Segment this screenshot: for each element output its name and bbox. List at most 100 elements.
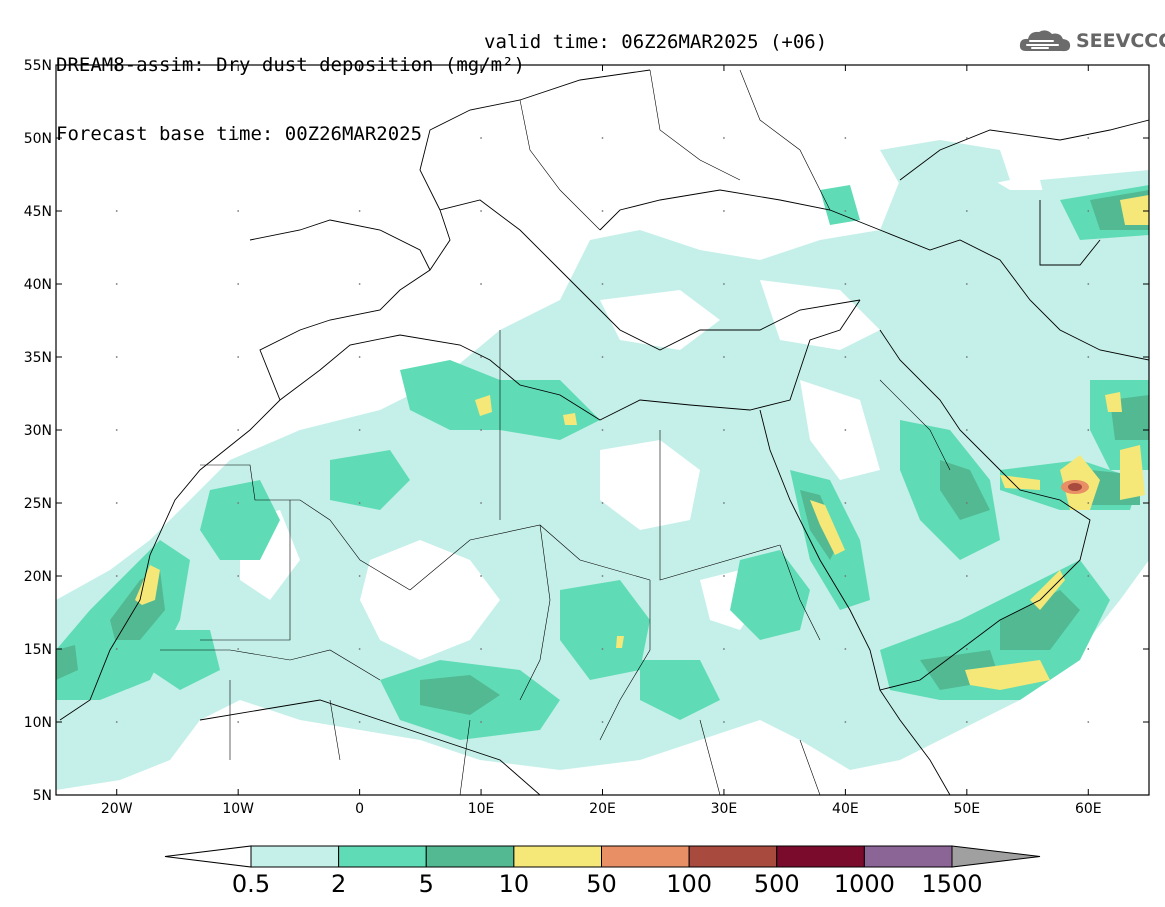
colorbar-label: 0.5 (231, 870, 271, 898)
grid-dot (965, 356, 968, 358)
grid-dot (601, 210, 604, 212)
grid-dot (237, 210, 240, 212)
grid-dot (115, 575, 118, 577)
grid-dot (115, 283, 118, 285)
grid-dot (358, 502, 361, 504)
colorbar-label: 1500 (921, 870, 983, 898)
lon-tick-label: 10W (222, 801, 254, 817)
lat-tick-label: 40N (24, 277, 52, 293)
grid-dot (844, 283, 847, 285)
grid-dot (723, 575, 725, 577)
grid-dot (965, 283, 968, 285)
grid-dot (1087, 137, 1090, 139)
lat-tick-label: 55N (24, 58, 52, 74)
grid-dot (358, 648, 361, 650)
grid-dot (965, 721, 968, 723)
grid-dot (237, 575, 240, 577)
grid-dot (237, 429, 240, 431)
colorbar-label: 50 (586, 870, 617, 898)
grid-dot (358, 429, 361, 431)
grid-dot (844, 210, 847, 212)
grid-dot (1087, 210, 1090, 212)
grid-dot (480, 210, 482, 212)
colorbar-segment (776, 845, 865, 868)
grid-dot (480, 502, 482, 504)
colorbar (164, 845, 1041, 868)
grid-dot (723, 721, 725, 723)
field-level-10 (135, 195, 1149, 690)
grid-dot (723, 502, 725, 504)
colorbar-label: 2 (330, 870, 347, 898)
grid-dot (601, 721, 604, 723)
grid-dot (723, 137, 725, 139)
grid-dot (601, 575, 604, 577)
valid-time: valid time: 06Z26MAR2025 (+06) (484, 31, 828, 53)
colorbar-segment (250, 845, 340, 868)
field-gaps (240, 280, 880, 660)
field-level-50 (1061, 480, 1089, 494)
lat-tick-label: 10N (24, 715, 52, 731)
lon-tick-label: 0 (355, 801, 364, 817)
colorbar-segment (338, 845, 427, 868)
colorbar-segment (688, 845, 778, 868)
grid-dot (723, 356, 725, 358)
grid-dot (115, 648, 118, 650)
colorbar-label: 5 (418, 870, 434, 898)
grid-dot (237, 502, 240, 504)
seevccc-logo: SEEVCCC (1018, 26, 1165, 56)
grid-dot (358, 575, 361, 577)
grid-dot (844, 575, 847, 577)
grid-dot (1087, 356, 1090, 358)
lon-tick-label: 40E (832, 801, 859, 817)
colorbar-segment (863, 845, 953, 868)
colorbar-label: 500 (753, 870, 800, 898)
dust-fields (56, 140, 1149, 790)
colorbar-label: 100 (666, 870, 713, 898)
colorbar-under-triangle (164, 845, 252, 868)
lat-tick-label: 50N (24, 131, 52, 147)
grid-dot (1087, 502, 1090, 504)
grid-dot (480, 429, 482, 431)
grid-dot (965, 210, 968, 212)
grid-dot (965, 429, 968, 431)
grid-dot (480, 137, 482, 139)
lat-tick-label: 5N (33, 788, 52, 804)
grid-dot (237, 137, 240, 139)
lon-tick-label: 30E (711, 801, 738, 817)
lat-tick-label: 45N (24, 204, 52, 220)
grid-dot (480, 648, 482, 650)
lon-tick-label: 20E (589, 801, 616, 817)
grid-dot (965, 502, 968, 504)
logo-text: SEEVCCC (1076, 30, 1165, 52)
lon-tick-label: 20W (101, 801, 133, 817)
grid-dot (723, 210, 725, 212)
grid-dot (115, 137, 118, 139)
cloud-icon (1019, 30, 1071, 52)
lat-tick-label: 35N (24, 350, 52, 366)
grid-dot (601, 429, 604, 431)
colorbar-segment (425, 845, 515, 868)
grid-dot (965, 137, 968, 139)
grid-dot (1087, 283, 1090, 285)
grid-dot (965, 575, 968, 577)
lon-tick-label: 50E (953, 801, 980, 817)
grid-dot (358, 356, 361, 358)
longitude-axis: 20W 10W 0 10E 20E 30E 40E 50E 60E (101, 65, 1102, 817)
grid-dot (358, 210, 361, 212)
grid-dot (844, 356, 847, 358)
grid-dot (844, 502, 847, 504)
lon-tick-label: 10E (468, 801, 495, 817)
grid-dot (1087, 721, 1090, 723)
grid-dot (844, 648, 847, 650)
grid-dot (601, 502, 604, 504)
grid-dot (1087, 429, 1090, 431)
lat-tick-label: 25N (24, 496, 52, 512)
lon-tick-label: 60E (1075, 801, 1102, 817)
colorbar-label: 1000 (833, 870, 895, 898)
colorbar-segment (601, 845, 690, 868)
grid-dot (480, 356, 482, 358)
grid-dot (844, 429, 847, 431)
grid-dot (358, 721, 361, 723)
grid-dot (237, 356, 240, 358)
